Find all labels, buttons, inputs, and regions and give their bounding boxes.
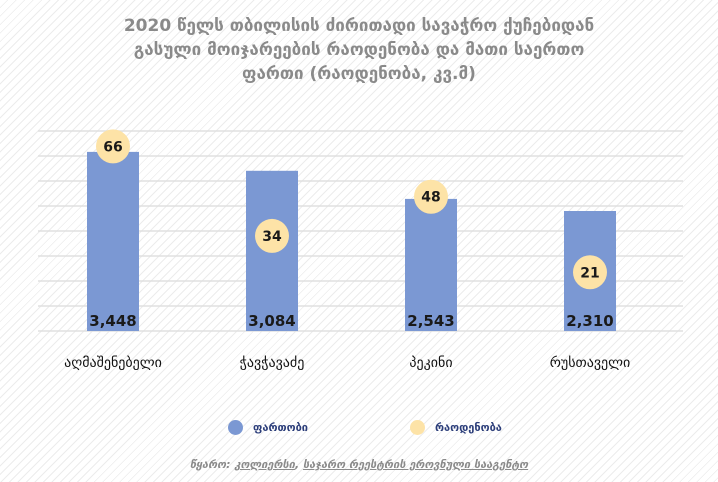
bar — [87, 151, 139, 331]
source-link-registry[interactable]: საჯარო რეესტრის ეროვნული სააგენტო — [302, 458, 529, 471]
bar — [405, 198, 457, 331]
count-label: 48 — [421, 190, 440, 206]
source-link-colliers[interactable]: კოლიერსი — [234, 458, 295, 471]
category-label: ჭავჭავაძე — [240, 355, 305, 371]
title-line: გასული მოიჯარეების რაოდენობა და მათი საე… — [133, 40, 585, 60]
count-label: 34 — [262, 229, 282, 245]
legend-label: ფართობი — [253, 421, 308, 434]
source-note: წყარო: კოლიერსი, საჯარო რეესტრის ეროვნულ… — [189, 458, 529, 471]
legend-marker-area — [228, 420, 243, 435]
legend-item-count: რაოდენობა — [410, 420, 502, 435]
bar-value-label: 2,310 — [566, 312, 613, 330]
count-marker — [573, 255, 607, 290]
count-marker — [414, 179, 448, 214]
title-line: 2020 წელს თბილისის ძირითადი სავაჭრო ქუჩე… — [123, 16, 595, 36]
chart-title: 2020 წელს თბილისის ძირითადი სავაჭრო ქუჩე… — [0, 14, 718, 86]
count-label: 66 — [103, 139, 122, 155]
category-label: პეკინი — [409, 355, 452, 371]
source-prefix: წყარო: — [189, 458, 231, 471]
category-label: რუსთაველი — [550, 354, 631, 371]
legend-label: რაოდენობა — [435, 421, 502, 434]
count-label: 21 — [580, 265, 599, 281]
legend-item-area: ფართობი — [228, 420, 308, 435]
category-label: აღმაშენებელი — [64, 355, 162, 371]
count-marker — [96, 129, 130, 164]
chart-plot: 3,448 66 აღმაშენებელი 3,084 34 ჭავჭავაძე 2,543… — [38, 129, 683, 371]
bar-value-label: 3,084 — [248, 312, 295, 330]
bar-value-label: 2,543 — [407, 312, 454, 330]
title-line: ფართი (რაოდენობა, კვ.მ) — [242, 64, 476, 84]
legend-marker-count — [410, 420, 425, 435]
bar-value-label: 3,448 — [89, 312, 136, 330]
count-marker — [255, 218, 289, 253]
